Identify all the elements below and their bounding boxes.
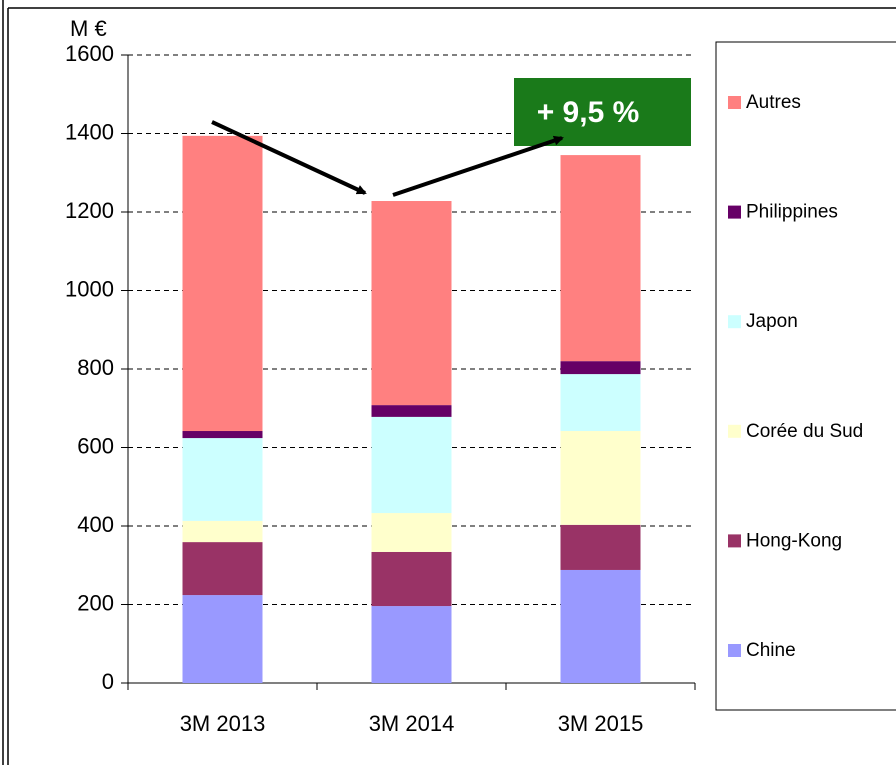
bar-segment (371, 416, 452, 514)
bar-segment (371, 201, 452, 406)
y-tick-label: 800 (77, 355, 114, 380)
bar-segment (560, 569, 641, 683)
legend-label: Japon (746, 311, 798, 332)
y-tick-label: 1200 (65, 198, 114, 223)
bar-segment (371, 513, 452, 552)
legend-swatch (728, 96, 741, 109)
bar-segment (182, 438, 263, 521)
y-tick-label: 0 (102, 669, 114, 694)
bar-segment (371, 551, 452, 607)
y-tick-label: 1400 (65, 119, 114, 144)
legend-label: Autres (746, 92, 801, 113)
legend-label: Chine (746, 640, 796, 661)
legend-label: Philippines (746, 202, 838, 223)
x-tick-label: 3M 2015 (558, 711, 644, 736)
y-tick-label: 1600 (65, 41, 114, 66)
bar-segment (560, 374, 641, 432)
plot: 0 200 400 600 800 1000 1200 1400 1600 3M 2013 3M 2… (65, 41, 696, 736)
annotation-box (514, 78, 691, 146)
bar-segment (560, 431, 641, 525)
legend-swatch (728, 315, 741, 329)
bar-segment (182, 431, 263, 439)
legend-label: Hong-Kong (746, 530, 842, 551)
legend-swatch (728, 424, 741, 438)
bar-segment (182, 542, 263, 596)
bar-segment (371, 405, 452, 417)
legend-box (715, 41, 896, 711)
bar-segment (182, 135, 263, 432)
x-tick-label: 3M 2013 (180, 711, 266, 736)
bar-segment (182, 595, 263, 683)
legend-swatch (728, 205, 741, 219)
bar-segment (560, 155, 641, 362)
arrow (392, 135, 564, 197)
y-tick-label: 1000 (65, 276, 114, 301)
bar-segment (371, 606, 452, 683)
legend-swatch (728, 534, 741, 548)
annotation: + 9,5 % (537, 96, 640, 129)
bar-segment (560, 524, 641, 570)
x-tick-label: 3M 2014 (369, 711, 455, 736)
arrow (211, 120, 367, 195)
legend-label: Corée du Sud (746, 421, 863, 442)
y-tick-label: 200 (77, 590, 114, 615)
bar-segment (182, 520, 263, 543)
y-tick-label: 400 (77, 512, 114, 537)
y-axis-label: M € (70, 16, 107, 41)
legend-swatch (728, 644, 741, 657)
y-tick-label: 600 (77, 433, 114, 458)
bar-segment (560, 361, 641, 375)
